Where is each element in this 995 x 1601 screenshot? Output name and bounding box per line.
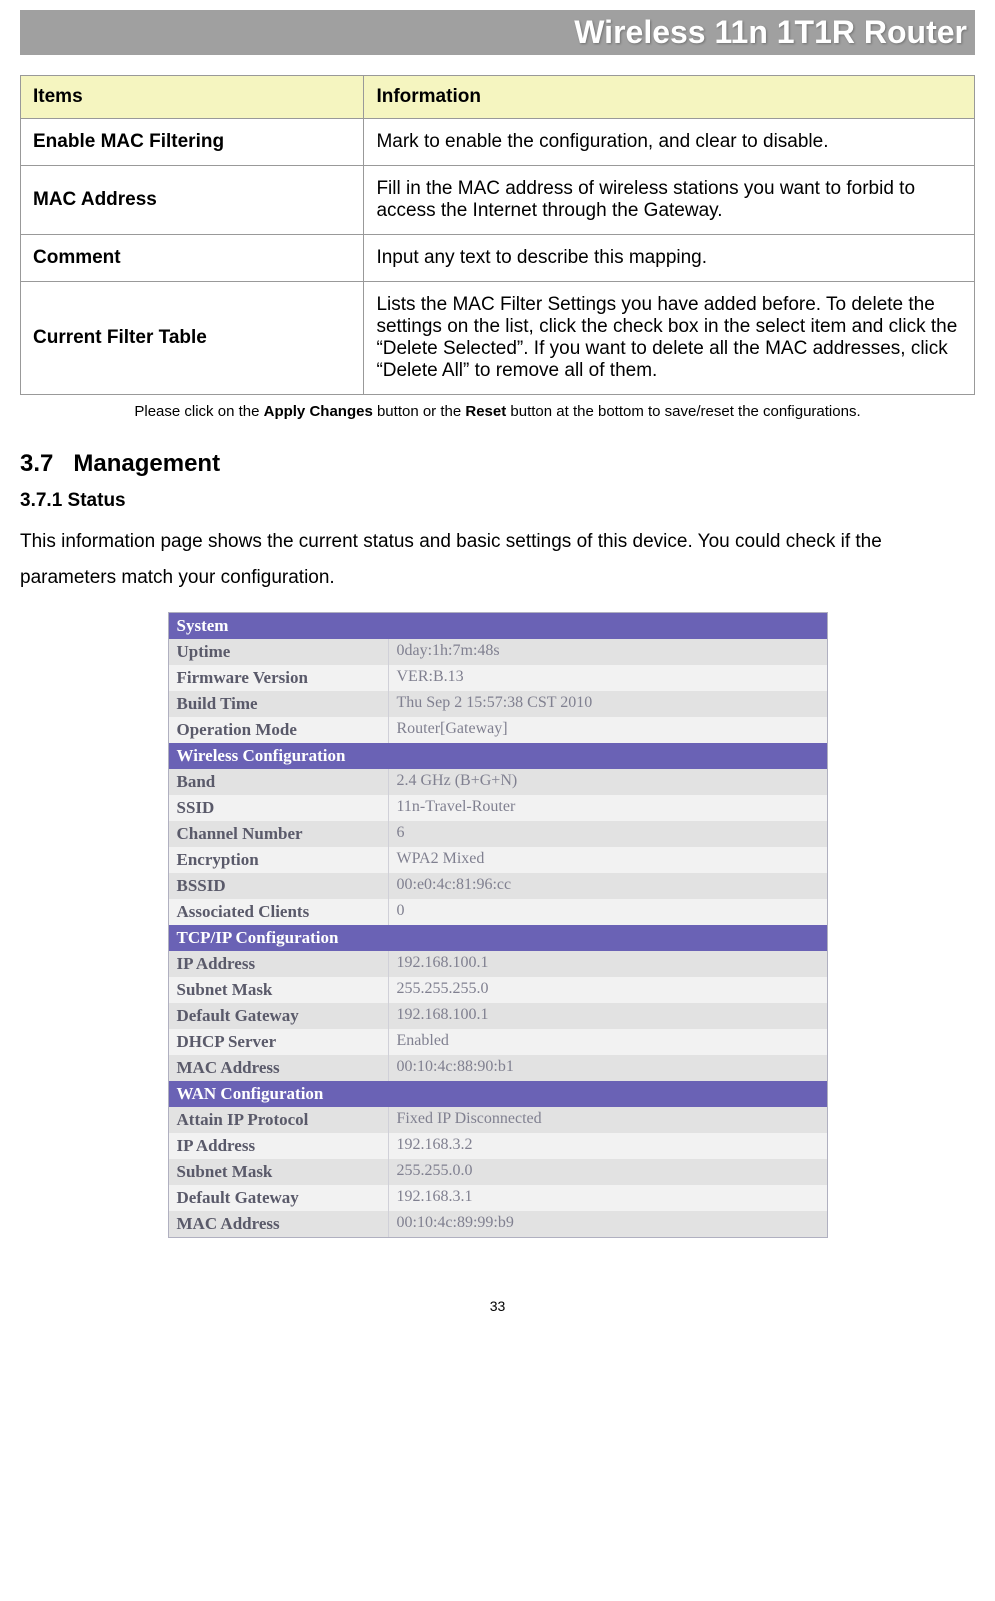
status-label: Subnet Mask	[169, 1159, 389, 1185]
status-row: MAC Address00:10:4c:89:99:b9	[169, 1211, 827, 1237]
status-label: Band	[169, 769, 389, 795]
note-post: button at the bottom to save/reset the c…	[506, 403, 860, 420]
status-row: IP Address192.168.100.1	[169, 951, 827, 977]
section-title: Management	[73, 450, 220, 477]
status-label: Associated Clients	[169, 899, 389, 925]
status-value: 0day:1h:7m:48s	[389, 639, 827, 665]
status-value: 192.168.3.2	[389, 1133, 827, 1159]
status-row: IP Address192.168.3.2	[169, 1133, 827, 1159]
status-label: DHCP Server	[169, 1029, 389, 1055]
status-label: Default Gateway	[169, 1003, 389, 1029]
status-label: Operation Mode	[169, 717, 389, 743]
status-label: Encryption	[169, 847, 389, 873]
page-header-banner: Wireless 11n 1T1R Router	[20, 10, 975, 55]
status-group-header: Wireless Configuration	[169, 743, 827, 769]
status-label: Attain IP Protocol	[169, 1107, 389, 1133]
status-row: Subnet Mask255.255.255.0	[169, 977, 827, 1003]
status-row: MAC Address00:10:4c:88:90:b1	[169, 1055, 827, 1081]
status-value: 192.168.3.1	[389, 1185, 827, 1211]
table-row: CommentInput any text to describe this m…	[21, 235, 975, 282]
item-info: Input any text to describe this mapping.	[364, 235, 975, 282]
apply-reset-note: Please click on the Apply Changes button…	[20, 403, 975, 420]
status-row: Channel Number6	[169, 821, 827, 847]
status-row: Default Gateway192.168.100.1	[169, 1003, 827, 1029]
status-label: BSSID	[169, 873, 389, 899]
reset-label: Reset	[465, 403, 506, 420]
status-row: Build TimeThu Sep 2 15:57:38 CST 2010	[169, 691, 827, 717]
status-panel: SystemUptime0day:1h:7m:48sFirmware Versi…	[168, 612, 828, 1238]
status-label: Firmware Version	[169, 665, 389, 691]
status-value: Enabled	[389, 1029, 827, 1055]
status-row: BSSID00:e0:4c:81:96:cc	[169, 873, 827, 899]
status-value: Fixed IP Disconnected	[389, 1107, 827, 1133]
status-value: WPA2 Mixed	[389, 847, 827, 873]
status-row: DHCP ServerEnabled	[169, 1029, 827, 1055]
status-value: 11n-Travel-Router	[389, 795, 827, 821]
items-information-table: Items Information Enable MAC FilteringMa…	[20, 75, 975, 395]
status-row: Operation ModeRouter[Gateway]	[169, 717, 827, 743]
table-row: MAC AddressFill in the MAC address of wi…	[21, 166, 975, 235]
status-value: 6	[389, 821, 827, 847]
status-value: 255.255.255.0	[389, 977, 827, 1003]
status-group-header: TCP/IP Configuration	[169, 925, 827, 951]
status-label: IP Address	[169, 951, 389, 977]
status-row: Associated Clients0	[169, 899, 827, 925]
status-value: 192.168.100.1	[389, 1003, 827, 1029]
status-row: Subnet Mask255.255.0.0	[169, 1159, 827, 1185]
subsection-number: 3.7.1	[20, 490, 62, 511]
status-value: 0	[389, 899, 827, 925]
item-name: MAC Address	[21, 166, 364, 235]
status-label: IP Address	[169, 1133, 389, 1159]
item-info: Lists the MAC Filter Settings you have a…	[364, 282, 975, 395]
item-info: Mark to enable the configuration, and cl…	[364, 119, 975, 166]
status-heading: 3.7.1 Status	[20, 490, 975, 512]
item-name: Current Filter Table	[21, 282, 364, 395]
section-number: 3.7	[20, 450, 53, 477]
status-value: 00:e0:4c:81:96:cc	[389, 873, 827, 899]
status-label: Default Gateway	[169, 1185, 389, 1211]
status-group-header: System	[169, 613, 827, 639]
item-name: Comment	[21, 235, 364, 282]
status-label: SSID	[169, 795, 389, 821]
status-label: Uptime	[169, 639, 389, 665]
page-number: 33	[20, 1298, 975, 1314]
subsection-title: Status	[68, 490, 126, 511]
table-row: Enable MAC FilteringMark to enable the c…	[21, 119, 975, 166]
status-row: EncryptionWPA2 Mixed	[169, 847, 827, 873]
status-description: This information page shows the current …	[20, 524, 975, 596]
status-label: Channel Number	[169, 821, 389, 847]
status-row: SSID11n-Travel-Router	[169, 795, 827, 821]
col-items: Items	[21, 76, 364, 119]
status-value: 2.4 GHz (B+G+N)	[389, 769, 827, 795]
status-value: Router[Gateway]	[389, 717, 827, 743]
status-row: Band2.4 GHz (B+G+N)	[169, 769, 827, 795]
status-row: Attain IP ProtocolFixed IP Disconnected	[169, 1107, 827, 1133]
status-label: Subnet Mask	[169, 977, 389, 1003]
note-mid: button or the	[373, 403, 466, 420]
status-label: MAC Address	[169, 1055, 389, 1081]
status-value: 00:10:4c:89:99:b9	[389, 1211, 827, 1237]
status-value: 00:10:4c:88:90:b1	[389, 1055, 827, 1081]
status-value: VER:B.13	[389, 665, 827, 691]
status-value: 192.168.100.1	[389, 951, 827, 977]
status-label: Build Time	[169, 691, 389, 717]
management-heading: 3.7 Management	[20, 450, 975, 478]
status-value: 255.255.0.0	[389, 1159, 827, 1185]
item-info: Fill in the MAC address of wireless stat…	[364, 166, 975, 235]
status-value: Thu Sep 2 15:57:38 CST 2010	[389, 691, 827, 717]
status-group-header: WAN Configuration	[169, 1081, 827, 1107]
status-row: Default Gateway192.168.3.1	[169, 1185, 827, 1211]
col-information: Information	[364, 76, 975, 119]
status-label: MAC Address	[169, 1211, 389, 1237]
note-pre: Please click on the	[134, 403, 263, 420]
status-row: Uptime0day:1h:7m:48s	[169, 639, 827, 665]
table-row: Current Filter TableLists the MAC Filter…	[21, 282, 975, 395]
status-row: Firmware VersionVER:B.13	[169, 665, 827, 691]
item-name: Enable MAC Filtering	[21, 119, 364, 166]
apply-changes-label: Apply Changes	[264, 403, 373, 420]
